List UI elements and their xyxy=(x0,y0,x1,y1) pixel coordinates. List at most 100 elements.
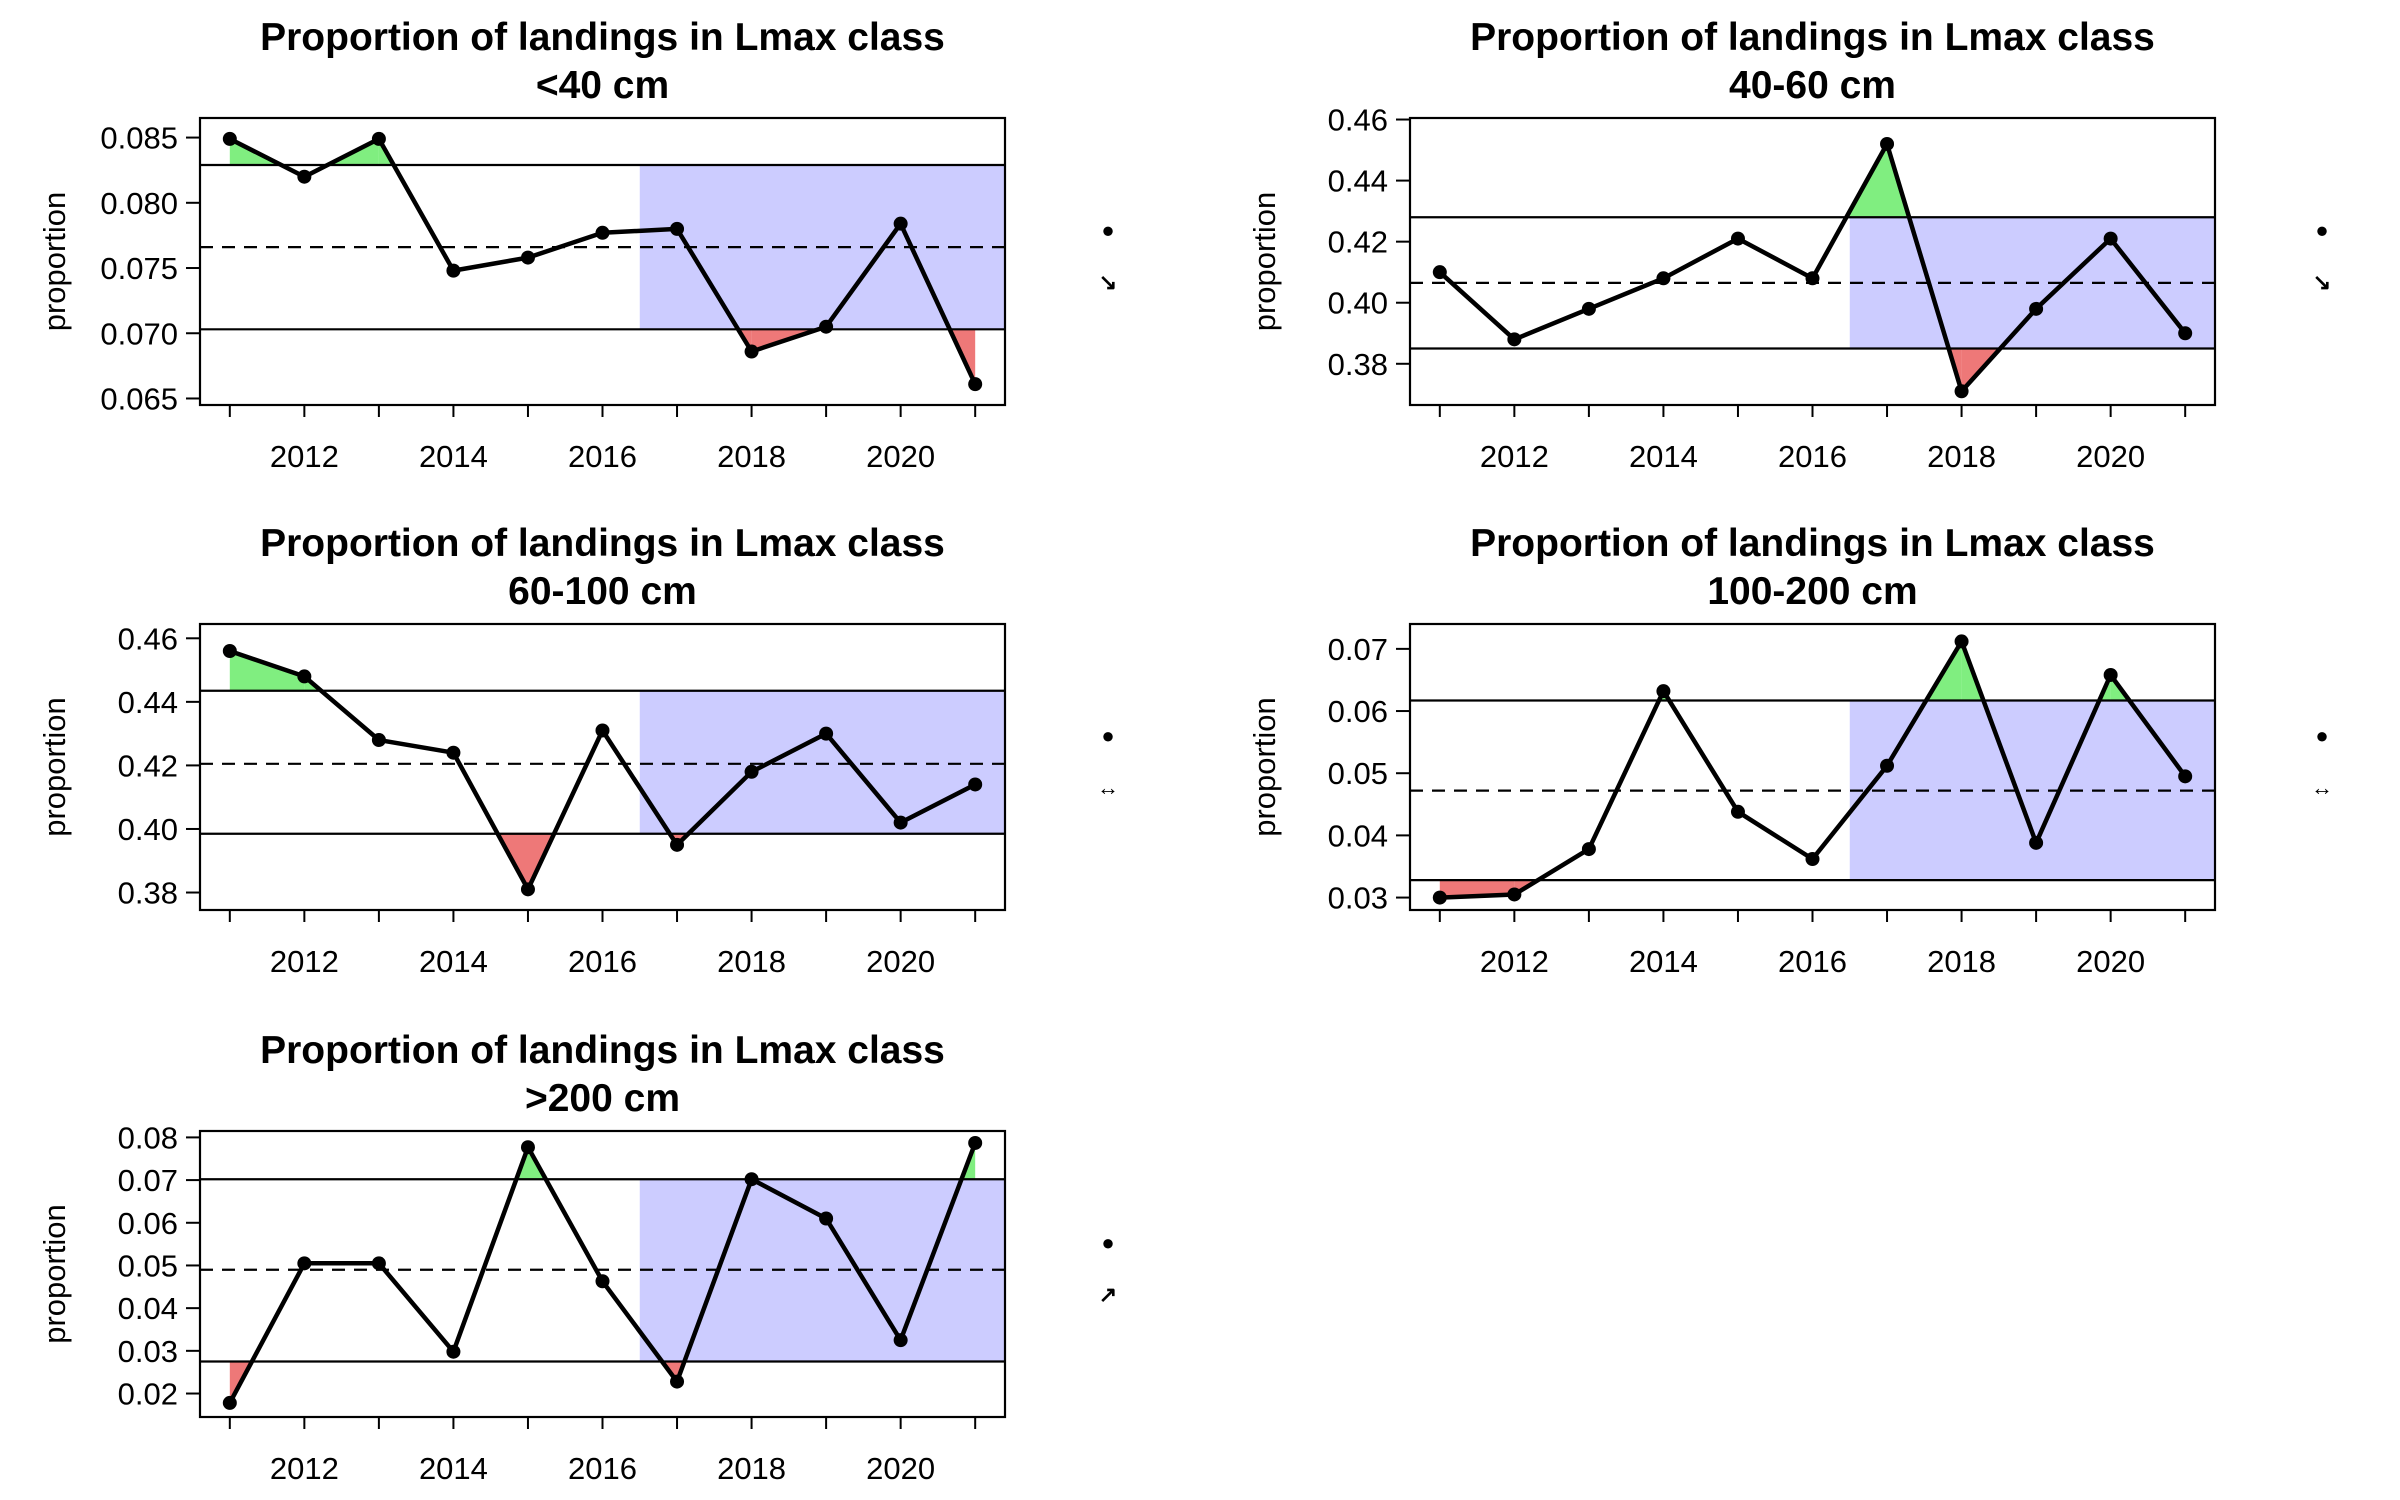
chart-subtitle: >200 cm xyxy=(525,1077,680,1120)
data-point xyxy=(893,1333,908,1348)
x-tick-label: 2018 xyxy=(717,439,786,474)
x-tick-label: 2012 xyxy=(1480,439,1549,474)
data-point xyxy=(1507,332,1522,347)
data-point xyxy=(1805,271,1820,286)
y-tick-label: 0.04 xyxy=(1328,818,1388,853)
y-tick-label: 0.44 xyxy=(118,685,178,720)
y-tick-label: 0.05 xyxy=(1328,756,1388,791)
mean-status-icon: ● xyxy=(2315,723,2328,748)
y-axis-label: proportion xyxy=(1247,192,1282,332)
data-point xyxy=(2103,231,2118,246)
y-tick-label: 0.07 xyxy=(1328,632,1388,667)
y-axis-label: proportion xyxy=(37,192,72,332)
y-tick-label: 0.075 xyxy=(100,251,178,286)
data-point xyxy=(968,377,983,392)
y-tick-label: 0.06 xyxy=(118,1206,178,1241)
data-point xyxy=(446,745,461,760)
y-tick-label: 0.065 xyxy=(100,381,178,416)
x-tick-label: 2016 xyxy=(568,1451,637,1486)
data-point xyxy=(819,726,834,741)
data-point xyxy=(222,131,237,146)
chart-panel-3: Proportion of landings in Lmax class 60-1… xyxy=(37,522,1119,979)
x-tick-label: 2018 xyxy=(1927,944,1996,979)
data-point xyxy=(2029,301,2044,316)
data-point xyxy=(1581,301,1596,316)
data-point xyxy=(1507,887,1522,902)
trend-arrow-icon: ↔ xyxy=(2311,775,2333,800)
y-tick-label: 0.38 xyxy=(118,876,178,911)
x-tick-label: 2020 xyxy=(866,1451,935,1486)
x-tick-label: 2014 xyxy=(419,439,488,474)
data-point xyxy=(1954,634,1969,649)
x-tick-label: 2020 xyxy=(866,439,935,474)
x-tick-label: 2014 xyxy=(419,1451,488,1486)
x-tick-label: 2018 xyxy=(1927,439,1996,474)
data-point xyxy=(1805,852,1820,867)
chart-title: Proportion of landings in Lmax class xyxy=(1470,16,2155,59)
x-tick-label: 2014 xyxy=(1629,944,1698,979)
data-point xyxy=(222,1395,237,1410)
x-tick-label: 2014 xyxy=(1629,439,1698,474)
x-tick-label: 2012 xyxy=(1480,944,1549,979)
chart-panel-5: Proportion of landings in Lmax class >200… xyxy=(37,1029,1117,1486)
x-tick-label: 2018 xyxy=(717,1451,786,1486)
x-tick-label: 2020 xyxy=(2076,944,2145,979)
data-point xyxy=(1880,136,1895,151)
data-point xyxy=(1432,265,1447,280)
x-tick-label: 2018 xyxy=(717,944,786,979)
y-tick-label: 0.080 xyxy=(100,186,178,221)
data-point xyxy=(222,644,237,659)
mean-status-icon: ● xyxy=(2315,218,2328,243)
chart-title: Proportion of landings in Lmax class xyxy=(1470,522,2155,565)
data-point xyxy=(670,837,685,852)
x-tick-label: 2016 xyxy=(568,944,637,979)
data-point xyxy=(371,131,386,146)
data-point xyxy=(1581,842,1596,857)
data-point xyxy=(595,1274,610,1289)
data-point xyxy=(819,319,834,334)
y-tick-label: 0.03 xyxy=(1328,881,1388,916)
y-tick-label: 0.03 xyxy=(118,1334,178,1369)
data-point xyxy=(2178,326,2193,341)
data-point xyxy=(297,1256,312,1271)
x-tick-label: 2012 xyxy=(270,1451,339,1486)
data-point xyxy=(520,882,535,897)
x-tick-label: 2016 xyxy=(1778,439,1847,474)
x-tick-label: 2020 xyxy=(866,944,935,979)
chart-panel-2: Proportion of landings in Lmax class 40-6… xyxy=(1247,16,2331,474)
data-point xyxy=(595,225,610,240)
x-tick-label: 2016 xyxy=(568,439,637,474)
data-point xyxy=(893,216,908,231)
y-tick-label: 0.085 xyxy=(100,121,178,156)
y-tick-label: 0.06 xyxy=(1328,694,1388,729)
mean-status-icon: ● xyxy=(1101,723,1114,748)
data-point xyxy=(446,263,461,278)
data-point xyxy=(1656,271,1671,286)
above-upper-fill xyxy=(229,651,305,691)
trend-arrow-icon: ↘ xyxy=(1099,270,1117,295)
y-tick-label: 0.46 xyxy=(118,621,178,656)
y-tick-label: 0.04 xyxy=(118,1291,178,1326)
data-point xyxy=(371,1256,386,1271)
data-point xyxy=(744,764,759,779)
data-point xyxy=(1656,684,1671,699)
y-tick-label: 0.02 xyxy=(118,1377,178,1412)
chart-subtitle: 40-60 cm xyxy=(1729,64,1896,107)
data-point xyxy=(2178,769,2193,784)
x-tick-label: 2012 xyxy=(270,439,339,474)
data-point xyxy=(670,221,685,236)
data-point xyxy=(819,1211,834,1226)
x-tick-label: 2014 xyxy=(419,944,488,979)
y-tick-label: 0.070 xyxy=(100,316,178,351)
y-axis-label: proportion xyxy=(37,697,72,837)
chart-title: Proportion of landings in Lmax class xyxy=(260,16,945,59)
y-tick-label: 0.38 xyxy=(1328,347,1388,382)
data-point xyxy=(520,250,535,265)
data-point xyxy=(371,732,386,747)
data-point xyxy=(2103,667,2118,682)
chart-panel-4: Proportion of landings in Lmax class 100-… xyxy=(1247,522,2333,979)
data-point xyxy=(744,344,759,359)
data-point xyxy=(968,1135,983,1150)
data-point xyxy=(744,1172,759,1187)
